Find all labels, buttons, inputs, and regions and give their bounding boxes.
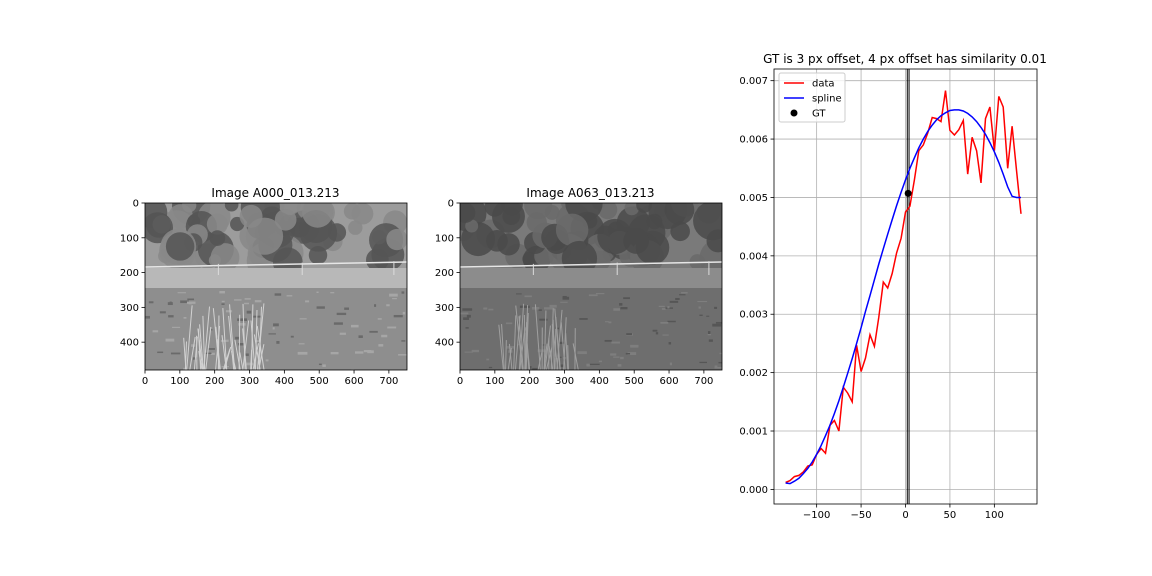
image-y-tick-label: 100 — [435, 233, 454, 244]
y-tick-label: 0.002 — [739, 368, 768, 379]
series-line-spline — [785, 109, 1021, 485]
x-tick-label: 100 — [985, 510, 1004, 521]
image-x-tick-label: 100 — [170, 376, 189, 387]
image-a063 — [459, 202, 723, 371]
chart-grid — [774, 69, 1037, 504]
image-y-tick-label: 0 — [448, 199, 454, 210]
image-x-tick-label: 200 — [520, 376, 539, 387]
legend-box — [778, 72, 846, 123]
image-y-tick-label: 0 — [133, 199, 139, 210]
legend-label-data: data — [812, 79, 835, 90]
image-y-tick-label: 200 — [435, 268, 454, 279]
image-x-tick-label: 200 — [205, 376, 224, 387]
image-title-a000: Image A000_013.213 — [211, 186, 339, 200]
y-tick-label: 0.007 — [739, 76, 768, 87]
image-y-tick-label: 200 — [120, 268, 139, 279]
image-axes-a063: 0 100 200 300 400 500 600 700 0 100 200 300 400 — [435, 199, 714, 388]
image-x-tick-label: 400 — [590, 376, 609, 387]
image-a000 — [144, 202, 408, 371]
chart-frame — [773, 68, 1038, 505]
legend-label-gt: GT — [812, 109, 826, 120]
image-x-tick-label: 500 — [625, 376, 644, 387]
y-tick-label: 0.004 — [739, 251, 768, 262]
image-x-tick-label: 300 — [555, 376, 574, 387]
image-y-tick-label: 300 — [120, 303, 139, 314]
image-panel-a000: Image A000_013.213 0 100 200 300 400 500 600 70… — [120, 186, 408, 388]
image-x-tick-label: 700 — [694, 376, 713, 387]
image-x-tick-label: 700 — [379, 376, 398, 387]
y-tick-label: 0.000 — [739, 485, 768, 496]
chart-legend: data spline GT — [778, 72, 846, 123]
chart-plot-area — [785, 69, 1022, 504]
image-x-tick-label: 400 — [275, 376, 294, 387]
image-x-tick-label: 500 — [310, 376, 329, 387]
image-y-tick-label: 400 — [120, 338, 139, 349]
image-y-tick-label: 400 — [435, 338, 454, 349]
image-axes-a000: 0 100 200 300 400 500 600 700 0 100 200 300 400 — [120, 199, 399, 388]
image-panel-a063: Image A063_013.213 0 100 200 300 400 500 600 70… — [435, 186, 723, 388]
series-line-data — [785, 90, 1022, 484]
image-x-tick-label: 100 — [485, 376, 504, 387]
chart-ticks: −100 −50 0 50 100 0.000 0.001 0.002 0.003 0.004 0.… — [739, 68, 1038, 521]
gt-point — [904, 189, 912, 197]
image-x-tick-label: 300 — [240, 376, 259, 387]
y-tick-label: 0.003 — [739, 310, 768, 321]
legend-label-spline: spline — [812, 94, 842, 105]
x-tick-label: −50 — [851, 510, 872, 521]
image-title-a063: Image A063_013.213 — [526, 186, 654, 200]
image-x-tick-label: 600 — [344, 376, 363, 387]
image-y-tick-label: 300 — [435, 303, 454, 314]
chart-title: GT is 3 px offset, 4 px offset has simil… — [763, 52, 1047, 66]
y-tick-label: 0.005 — [739, 193, 768, 204]
similarity-chart: GT is 3 px offset, 4 px offset has simil… — [739, 52, 1046, 521]
image-x-tick-label: 0 — [142, 376, 148, 387]
x-tick-label: −100 — [803, 510, 830, 521]
legend-swatch-gt — [790, 109, 798, 117]
y-tick-label: 0.001 — [739, 427, 768, 438]
image-y-tick-label: 100 — [120, 233, 139, 244]
y-tick-label: 0.006 — [739, 135, 768, 146]
x-tick-label: 50 — [944, 510, 957, 521]
image-x-tick-label: 600 — [659, 376, 678, 387]
image-x-tick-label: 0 — [457, 376, 463, 387]
x-tick-label: 0 — [902, 510, 908, 521]
